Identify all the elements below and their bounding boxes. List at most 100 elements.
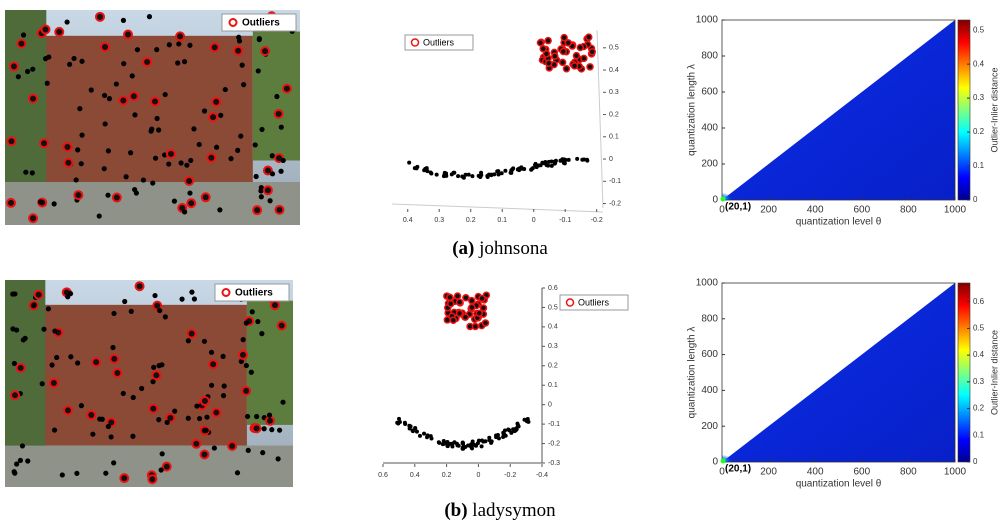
- inlier-dot: [278, 168, 284, 174]
- inlier-dot: [255, 318, 261, 325]
- colorbar-tick-label: 0.2: [973, 127, 985, 136]
- colorbar-tick-label: 0.1: [973, 161, 985, 170]
- outlier-dot: [48, 378, 59, 389]
- inlier-dot: [75, 147, 81, 153]
- legend-box: [221, 13, 297, 32]
- inlier-dot: [166, 42, 172, 48]
- inlier-dot: [77, 106, 83, 112]
- inlier-point: [496, 172, 501, 177]
- x-tick-label: -0.4: [536, 472, 548, 479]
- inlier-point: [517, 168, 522, 173]
- inlier-point: [501, 430, 506, 435]
- inlier-dot: [102, 121, 108, 127]
- inlier-dot: [253, 173, 259, 180]
- y-tick-label: 400: [701, 385, 718, 396]
- outlier-point: [551, 52, 559, 60]
- x-tick-label: -0.1: [559, 217, 571, 224]
- inlier-dot: [152, 292, 158, 299]
- inlier-point: [585, 158, 590, 163]
- inlier-dot: [245, 447, 251, 453]
- legend-marker: [410, 38, 420, 47]
- inlier-dot: [166, 161, 172, 167]
- caption-name: ladysymon: [472, 500, 556, 521]
- inlier-dot: [120, 17, 127, 23]
- outlier-point: [539, 45, 547, 53]
- inlier-dot: [73, 177, 79, 183]
- inlier-dot: [105, 192, 111, 198]
- inlier-dot: [29, 170, 35, 176]
- inlier-dot: [204, 414, 210, 420]
- y-tick-label: 0.5: [609, 45, 619, 52]
- inlier-dot: [139, 385, 145, 392]
- inlier-dot: [234, 470, 241, 476]
- caption-name: johnsona: [478, 238, 548, 259]
- outlier-point: [455, 298, 464, 306]
- inlier-point: [407, 160, 412, 165]
- inlier-dot: [15, 74, 21, 80]
- legend-marker: [565, 298, 575, 307]
- inlier-point: [533, 161, 538, 166]
- inlier-point: [503, 168, 508, 173]
- x-tick-label: 800: [900, 467, 917, 478]
- outlier-point: [481, 319, 490, 327]
- y-tick-label: 200: [701, 159, 718, 170]
- outlier-dot: [269, 300, 280, 311]
- inlier-point: [552, 159, 557, 164]
- outlier-dot: [262, 165, 273, 176]
- outlier-point: [468, 296, 476, 305]
- hotspot: [722, 160, 782, 200]
- inlier-dot: [121, 61, 127, 67]
- outlier-dot: [134, 281, 145, 292]
- inlier-dot: [261, 426, 267, 432]
- outlier-point: [446, 293, 454, 302]
- outlier-dot: [6, 197, 17, 208]
- x-tick-label: 200: [760, 467, 777, 478]
- inlier-dot: [220, 353, 226, 359]
- inlier-dot: [254, 413, 260, 420]
- colorbar-tick-label: 0.5: [973, 324, 985, 333]
- inlier-dot: [146, 14, 153, 20]
- axes-box: [721, 19, 956, 201]
- inlier-dot: [274, 93, 280, 100]
- inlier-point: [460, 440, 465, 445]
- inlier-dot: [196, 415, 203, 422]
- y-tick-label: 1000: [696, 278, 719, 289]
- inlier-dot: [106, 96, 113, 102]
- outlier-dot: [211, 96, 222, 107]
- inlier-dot: [208, 382, 215, 388]
- inlier-dot: [79, 132, 85, 138]
- outlier-dot: [123, 29, 134, 40]
- inlier-dot: [243, 362, 249, 369]
- inlier-dot: [12, 470, 18, 476]
- inlier-dot: [196, 141, 202, 148]
- inlier-dot: [266, 412, 273, 418]
- outlier-point: [455, 309, 464, 318]
- inlier-dot: [203, 427, 209, 433]
- inlier-dot: [172, 408, 178, 414]
- inlier-dot: [162, 152, 168, 158]
- inlier-dot: [278, 124, 284, 130]
- outlier-dot: [206, 152, 217, 163]
- inlier-point: [415, 164, 420, 169]
- y-tick-label: 600: [701, 87, 718, 98]
- inlier-point: [487, 435, 492, 440]
- outlier-point: [558, 58, 567, 67]
- inlier-point: [489, 439, 494, 444]
- inlier-dot: [154, 115, 160, 122]
- outlier-dot: [152, 300, 163, 311]
- inlier-dot: [20, 32, 27, 38]
- inlier-dot: [171, 198, 178, 204]
- inlier-dot: [74, 470, 80, 476]
- inlier-dot: [162, 91, 168, 98]
- inlier-point: [456, 174, 461, 179]
- outlier-dot: [147, 474, 158, 485]
- inlier-dot: [52, 328, 58, 334]
- outlier-dot: [94, 11, 105, 22]
- inlier-point: [425, 433, 430, 438]
- outlier-dot: [100, 41, 111, 52]
- caption: (a) johnsona: [452, 238, 548, 259]
- colorbar-tick-label: 0.3: [973, 93, 985, 102]
- inlier-dot: [148, 128, 154, 134]
- outlier-dot: [148, 403, 159, 414]
- x-tick-label: 0.3: [434, 217, 444, 224]
